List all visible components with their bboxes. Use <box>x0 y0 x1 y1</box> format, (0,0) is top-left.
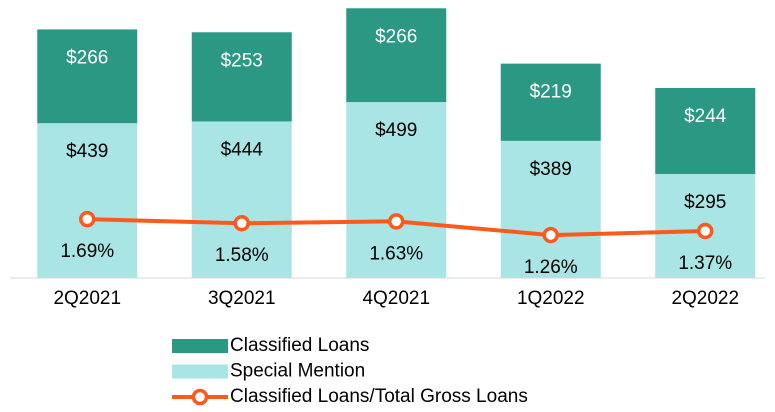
bar-segment <box>191 121 292 278</box>
data-label: $253 <box>221 50 263 71</box>
data-label: $439 <box>66 141 108 162</box>
line-marker <box>542 226 559 244</box>
legend-label: Special Mention <box>230 361 365 382</box>
data-label: $444 <box>221 139 264 160</box>
bar-segment <box>500 140 601 278</box>
x-tick-label: 4Q2021 <box>362 288 430 309</box>
data-label: $499 <box>375 120 417 141</box>
data-label: $266 <box>375 26 417 47</box>
data-label: 1.69% <box>60 241 114 262</box>
line-marker <box>697 222 714 240</box>
legend-swatch <box>172 339 228 353</box>
data-label: $295 <box>684 192 726 213</box>
data-label: 1.26% <box>524 257 578 278</box>
data-label: $244 <box>684 106 727 127</box>
line-marker <box>79 210 96 228</box>
bar-segment <box>655 87 756 174</box>
legend-label: Classified Loans/Total Gross Loans <box>230 386 528 407</box>
data-label: $266 <box>66 47 108 68</box>
bar-segment <box>346 102 447 278</box>
data-label: 1.63% <box>369 243 423 264</box>
x-tick-label: 3Q2021 <box>208 288 276 309</box>
x-tick-label: 2Q2021 <box>53 288 121 309</box>
x-tick-label: 2Q2022 <box>671 288 739 309</box>
bar-segment <box>37 123 138 278</box>
line-marker <box>233 214 250 232</box>
data-label: 1.37% <box>678 253 732 274</box>
legend-swatch <box>172 364 228 379</box>
data-label: $219 <box>530 82 572 103</box>
bar-segment <box>500 63 601 141</box>
bar-segment <box>346 8 447 103</box>
line-marker <box>388 213 405 230</box>
legend-marker <box>191 388 209 406</box>
legend-label: Classified Loans <box>230 335 369 356</box>
data-label: 1.58% <box>215 245 269 266</box>
data-label: $389 <box>530 159 572 180</box>
bar-segment <box>191 32 292 122</box>
bar-segment <box>37 29 138 124</box>
x-tick-label: 1Q2022 <box>517 288 585 309</box>
